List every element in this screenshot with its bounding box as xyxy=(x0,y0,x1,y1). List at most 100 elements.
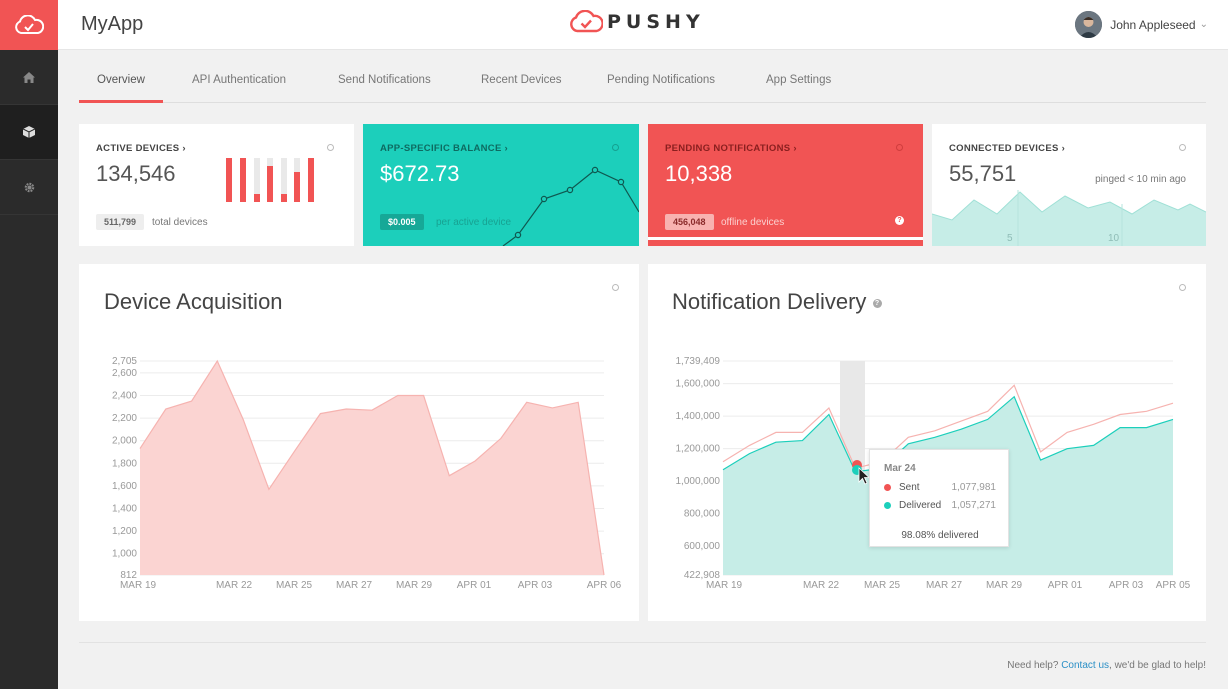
tick-label: 10 xyxy=(1108,233,1120,244)
card-options-icon[interactable] xyxy=(896,144,903,151)
notification-delivery-panel: Notification Delivery ? 1,739,409 1,600,0… xyxy=(648,264,1206,621)
tab-pending-notifications[interactable]: Pending Notifications xyxy=(607,74,716,86)
x-tick-label: MAR 22 xyxy=(216,580,253,591)
chart-title: Device Acquisition xyxy=(104,289,283,314)
pinged-note: pinged < 10 min ago xyxy=(1095,174,1186,185)
app-logo-button[interactable] xyxy=(0,0,58,50)
y-tick-label: 1,000,000 xyxy=(676,476,721,487)
card-title-link[interactable]: CONNECTED DEVICES › xyxy=(949,143,1066,154)
brand-logo[interactable]: PUSHY xyxy=(569,10,705,34)
pending-value: 10,338 xyxy=(665,161,733,186)
card-options-icon[interactable] xyxy=(327,144,334,151)
tab-overview[interactable]: Overview xyxy=(79,50,163,103)
card-title-link[interactable]: APP-SPECIFIC BALANCE › xyxy=(380,143,509,154)
help-icon[interactable]: ? xyxy=(895,216,904,225)
y-tick-label: 2,000 xyxy=(112,436,137,447)
y-tick-label: 1,800 xyxy=(112,458,137,469)
total-devices-badge: 511,799 xyxy=(96,214,145,230)
line-delivered xyxy=(722,395,1174,473)
connected-sparkline: 5 10 xyxy=(932,190,1206,246)
chevron-right-icon: › xyxy=(504,143,509,154)
x-tick-label: MAR 25 xyxy=(864,580,901,591)
x-tick-label: MAR 27 xyxy=(336,580,373,591)
chevron-right-icon: › xyxy=(793,143,797,154)
tab-send-notifications[interactable]: Send Notifications xyxy=(338,74,431,86)
card-title-link[interactable]: ACTIVE DEVICES › xyxy=(96,143,186,154)
active-devices-card: ACTIVE DEVICES › 134,546 511,799 total d… xyxy=(79,124,354,246)
y-tick-label: 600,000 xyxy=(684,541,721,552)
x-tick-label: MAR 22 xyxy=(803,580,840,591)
y-tick-label: 422,908 xyxy=(684,570,721,581)
active-devices-bar-chart xyxy=(226,158,314,202)
tab-app-settings[interactable]: App Settings xyxy=(766,74,832,86)
tab-api-authentication[interactable]: API Authentication xyxy=(192,74,286,86)
chart-title: Notification Delivery ? xyxy=(672,289,882,315)
card-title-link[interactable]: PENDING NOTIFICATIONS › xyxy=(665,143,797,154)
tab-recent-devices[interactable]: Recent Devices xyxy=(481,74,562,86)
x-tick-label: APR 01 xyxy=(457,580,492,591)
x-tick-label: APR 06 xyxy=(587,580,622,591)
footer: Need help? Contact us, we'd be glad to h… xyxy=(1007,660,1206,671)
y-tick-label: 1,400 xyxy=(112,504,137,515)
sidebar-item-home[interactable] xyxy=(0,50,58,105)
device-acquisition-panel: Device Acquisition 2,705 2,600 2,400 2,200 2… xyxy=(79,264,639,621)
brand-name: PUSHY xyxy=(607,11,705,33)
legend-dot xyxy=(884,484,891,491)
offline-devices-badge: 456,048 xyxy=(665,214,714,230)
chevron-down-icon: ⌄ xyxy=(1199,19,1208,30)
avatar xyxy=(1075,11,1103,38)
user-menu[interactable]: John Appleseed ⌄ xyxy=(1075,11,1208,38)
balance-sparkline xyxy=(502,166,639,246)
x-tick-label: MAR 19 xyxy=(120,580,157,591)
total-devices-label: total devices xyxy=(152,217,208,228)
y-tick-label: 2,200 xyxy=(112,413,137,424)
x-tick-label: APR 05 xyxy=(1156,580,1191,591)
sidebar xyxy=(0,0,58,689)
gear-icon xyxy=(24,182,34,192)
tooltip-sent-row: Sent 1,077,981 xyxy=(884,482,996,493)
help-icon[interactable]: ? xyxy=(872,298,882,308)
card-options-icon[interactable] xyxy=(612,144,619,151)
y-tick-label: 1,400,000 xyxy=(676,411,721,422)
top-bar: MyApp PUSHY John Appleseed ⌄ xyxy=(58,0,1228,50)
nav-tabs: Overview API Authentication Send Notific… xyxy=(79,50,1206,103)
area-series xyxy=(140,361,604,575)
footer-divider xyxy=(79,642,1206,643)
y-tick-label: 800,000 xyxy=(684,509,721,520)
chart-tooltip: Mar 24 Sent 1,077,981 Delivered 1,057,27… xyxy=(869,449,1009,547)
user-name: John Appleseed xyxy=(1110,17,1196,32)
tooltip-date: Mar 24 xyxy=(884,463,916,474)
mouse-cursor-icon xyxy=(858,467,871,485)
tick-label: 5 xyxy=(1007,233,1013,244)
balance-card: APP-SPECIFIC BALANCE › $672.73 $0.005 pe… xyxy=(363,124,639,246)
x-tick-label: MAR 29 xyxy=(396,580,433,591)
chevron-right-icon: › xyxy=(182,143,186,154)
balance-value: $672.73 xyxy=(380,161,460,186)
y-tick-label: 1,600,000 xyxy=(676,379,721,390)
contact-us-link[interactable]: Contact us xyxy=(1061,660,1110,671)
connected-value: 55,751 xyxy=(949,161,1017,186)
app-name: MyApp xyxy=(81,13,144,35)
offline-devices-label: offline devices xyxy=(721,217,785,228)
pending-notifications-card: PENDING NOTIFICATIONS › 10,338 456,048 o… xyxy=(648,124,923,246)
tooltip-summary: 98.08% delivered xyxy=(901,530,979,541)
pending-progress-bar xyxy=(648,237,923,240)
y-tick-label: 1,739,409 xyxy=(676,356,721,367)
sidebar-item-apps[interactable] xyxy=(0,105,58,160)
y-tick-label: 2,400 xyxy=(112,390,137,401)
x-tick-label: APR 01 xyxy=(1048,580,1083,591)
legend-dot xyxy=(884,502,891,509)
line-series xyxy=(139,359,605,576)
home-icon xyxy=(23,71,35,83)
cube-icon xyxy=(23,126,35,138)
panel-options-icon[interactable] xyxy=(612,284,619,291)
sidebar-item-settings[interactable] xyxy=(0,160,58,215)
card-options-icon[interactable] xyxy=(1179,144,1186,151)
x-tick-label: MAR 25 xyxy=(276,580,313,591)
cost-per-device-badge: $0.005 xyxy=(380,214,424,230)
panel-options-icon[interactable] xyxy=(1179,284,1186,291)
cloud-check-logo-icon xyxy=(570,10,603,33)
x-tick-label: MAR 29 xyxy=(986,580,1023,591)
y-tick-label: 1,600 xyxy=(112,481,137,492)
